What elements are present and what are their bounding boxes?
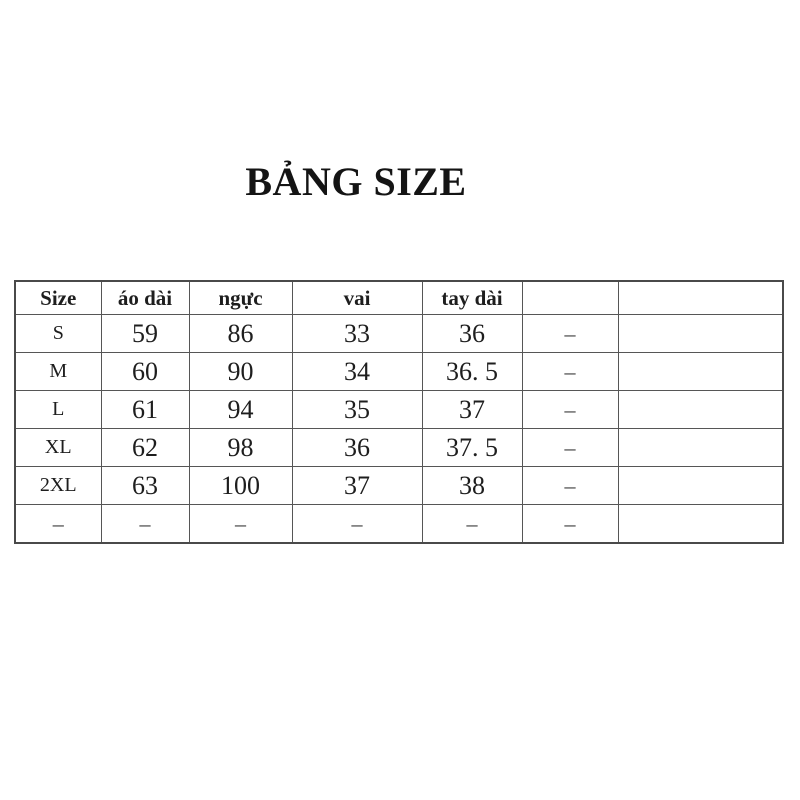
- measurement-cell: 61: [100, 390, 190, 429]
- dash-cell: –: [421, 504, 523, 544]
- dash-cell: –: [188, 504, 293, 544]
- header-row: Size áo dài ngực vai tay dài: [14, 280, 784, 315]
- measurement-cell: 90: [188, 352, 293, 391]
- table-row-l: L 61 94 35 37 –: [14, 390, 784, 429]
- dash-cell: –: [14, 504, 102, 544]
- measurement-cell: 60: [100, 352, 190, 391]
- measurement-cell: 36: [421, 314, 523, 353]
- measurement-cell: 100: [188, 466, 293, 505]
- empty-cell: [617, 466, 784, 505]
- measurement-cell: 86: [188, 314, 293, 353]
- header-cell-nguc: ngực: [188, 280, 293, 315]
- empty-cell: [617, 390, 784, 429]
- page-title: BẢNG SIZE: [245, 159, 467, 204]
- header-cell-empty-1: [521, 280, 619, 315]
- measurement-cell: 34: [291, 352, 423, 391]
- empty-cell: [617, 314, 784, 353]
- dash-cell: –: [291, 504, 423, 544]
- dash-cell: –: [521, 504, 619, 544]
- table-row-m: M 60 90 34 36. 5 –: [14, 352, 784, 391]
- dash-cell: –: [521, 390, 619, 429]
- measurement-cell: 37: [421, 390, 523, 429]
- size-label-cell: 2XL: [14, 466, 102, 505]
- header-cell-empty-2: [617, 280, 784, 315]
- size-label-cell: L: [14, 390, 102, 429]
- measurement-cell: 35: [291, 390, 423, 429]
- header-cell-tay-dai: tay dài: [421, 280, 523, 315]
- measurement-cell: 98: [188, 428, 293, 467]
- size-label-cell: S: [14, 314, 102, 353]
- empty-cell: [617, 352, 784, 391]
- measurement-cell: 38: [421, 466, 523, 505]
- measurement-cell: 36: [291, 428, 423, 467]
- measurement-cell: 59: [100, 314, 190, 353]
- size-label-cell: M: [14, 352, 102, 391]
- header-cell-ao-dai: áo dài: [100, 280, 190, 315]
- measurement-cell: 37: [291, 466, 423, 505]
- dash-cell: –: [521, 352, 619, 391]
- header-cell-size: Size: [14, 280, 102, 315]
- header-cell-vai: vai: [291, 280, 423, 315]
- size-table: Size áo dài ngực vai tay dài S 59 86 33 …: [14, 280, 784, 544]
- dash-cell: –: [100, 504, 190, 544]
- table-row-s: S 59 86 33 36 –: [14, 314, 784, 353]
- empty-cell: [617, 504, 784, 544]
- measurement-cell: 37. 5: [421, 428, 523, 467]
- table-row-xl: XL 62 98 36 37. 5 –: [14, 428, 784, 467]
- dash-cell: –: [521, 428, 619, 467]
- measurement-cell: 94: [188, 390, 293, 429]
- dash-cell: –: [521, 314, 619, 353]
- measurement-cell: 62: [100, 428, 190, 467]
- table-row-2xl: 2XL 63 100 37 38 –: [14, 466, 784, 505]
- dash-cell: –: [521, 466, 619, 505]
- measurement-cell: 63: [100, 466, 190, 505]
- table-row-dash: – – – – – –: [14, 504, 784, 544]
- measurement-cell: 33: [291, 314, 423, 353]
- measurement-cell: 36. 5: [421, 352, 523, 391]
- size-label-cell: XL: [14, 428, 102, 467]
- empty-cell: [617, 428, 784, 467]
